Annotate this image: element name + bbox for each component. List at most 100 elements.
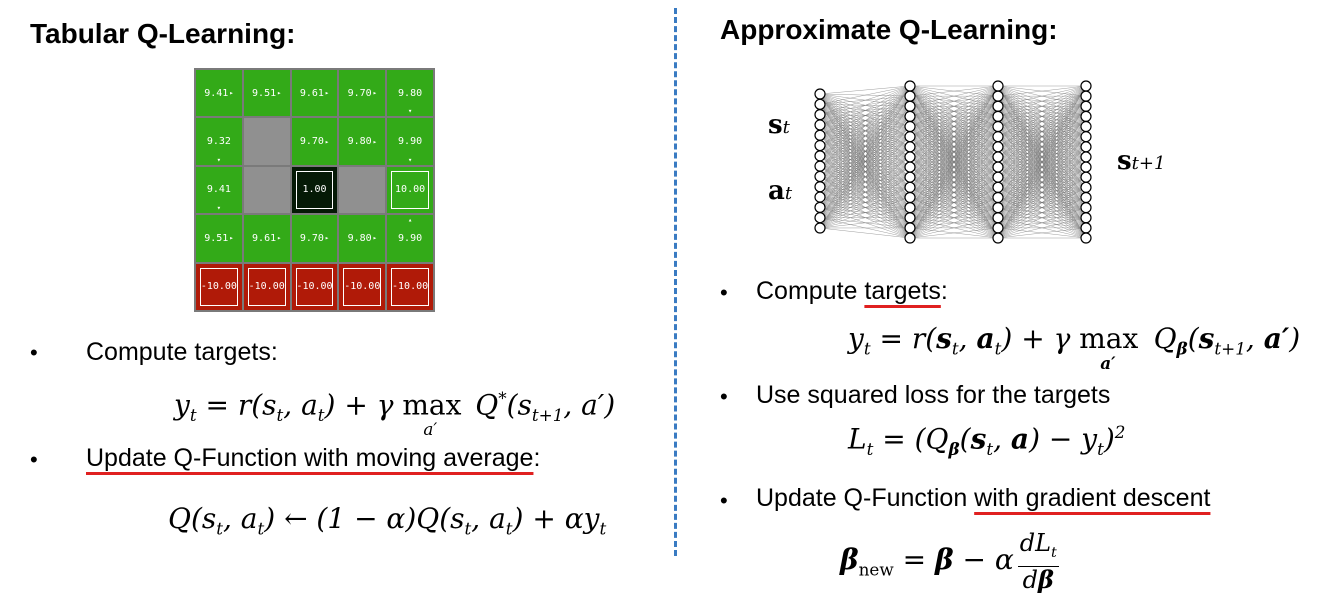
network-node: [992, 141, 1004, 153]
arrow-right-icon: ▸: [324, 89, 330, 98]
network-node: [904, 232, 916, 244]
network-edge: [819, 85, 911, 146]
neural-network-diagram: [814, 80, 1092, 244]
network-node: [1080, 181, 1092, 193]
network-node: [992, 171, 1004, 183]
network-node: [814, 119, 826, 131]
network-node: [814, 222, 826, 234]
network-edge: [909, 166, 999, 239]
arrow-down-icon: ▾: [216, 204, 221, 213]
colon-text: :: [940, 277, 948, 305]
network-edge: [909, 85, 999, 147]
network-edge: [909, 85, 999, 218]
network-node: [1080, 212, 1092, 224]
arrow-right-icon: ▸: [324, 234, 330, 243]
network-edge: [819, 85, 911, 136]
cell-value: -10.00: [296, 281, 333, 293]
network-node: [992, 90, 1004, 102]
network-node: [1080, 161, 1092, 173]
cell-value: 9.51: [204, 232, 229, 244]
cell-value: 9.80: [347, 232, 372, 244]
network-edge: [997, 85, 1087, 158]
network-edge: [997, 85, 1087, 168]
compute-targets-approx-text: Compute targets:: [756, 277, 948, 306]
network-edge: [997, 126, 1087, 239]
underlined-text: targets: [864, 277, 941, 305]
grid-wall-cell: [243, 118, 290, 165]
network-node: [992, 232, 1004, 244]
cell-value: 9.61: [299, 87, 324, 99]
plain-text: Update Q-Function: [756, 484, 975, 512]
network-edge: [909, 85, 999, 239]
network-node: [814, 212, 826, 224]
squared-loss-equation: Lt = (Qβ(st, a) − yt)2: [848, 422, 1126, 459]
network-node: [992, 202, 1004, 214]
network-node: [814, 98, 826, 110]
grid-terminal-cell: 1.00: [291, 166, 338, 214]
network-node: [904, 181, 916, 193]
network-node: [904, 202, 916, 214]
network-node: [992, 80, 1004, 92]
network-edge: [997, 85, 1087, 239]
network-edge: [819, 116, 911, 229]
network-edge: [909, 85, 999, 208]
network-edge: [909, 207, 999, 239]
arrow-down-icon: ▾: [407, 155, 413, 164]
network-node: [992, 131, 1004, 143]
network-node: [1080, 191, 1092, 204]
network-edge: [997, 85, 1087, 198]
network-node: [904, 141, 916, 153]
network-edge: [909, 187, 999, 239]
bullet-icon: •: [30, 340, 38, 365]
grid-cell: 9.51 ▸: [243, 70, 290, 117]
squared-loss-text: Use squared loss for the targets: [756, 381, 1111, 409]
colon-text: :: [533, 444, 541, 472]
arrow-right-icon: ▸: [372, 89, 377, 98]
network-node: [814, 109, 826, 121]
network-edge: [909, 85, 999, 188]
network-edge: [997, 85, 1087, 137]
arrow-right-icon: ▸: [229, 234, 234, 243]
network-node: [904, 222, 916, 234]
bullet-icon: •: [720, 384, 728, 409]
arrow-right-icon: ▸: [277, 89, 282, 98]
network-edge: [909, 96, 999, 239]
network-edge: [819, 106, 911, 229]
network-edge: [997, 85, 1087, 208]
network-edge: [997, 197, 1087, 239]
grid-penalty-cell: -10.00: [196, 263, 242, 310]
network-node: [814, 160, 826, 172]
network-edge: [997, 136, 1087, 239]
grid-cell: 9.90 ▾: [387, 118, 433, 165]
network-node: [904, 171, 916, 183]
network-edge: [997, 217, 1087, 239]
arrow-right-icon: ▸: [372, 234, 377, 243]
network-node: [904, 151, 916, 163]
network-node: [1080, 141, 1092, 153]
grid-cell: 9.32 ▾: [196, 118, 242, 165]
network-node: [904, 120, 916, 133]
network-edge: [819, 85, 911, 198]
network-edge: [819, 85, 911, 208]
grid-cell: 9.80 ▸: [339, 215, 386, 262]
network-edge: [819, 85, 911, 218]
network-edge: [819, 136, 911, 229]
network-node: [992, 161, 1004, 173]
network-node: [814, 139, 826, 152]
grid-cell: 9.61 ▸: [243, 215, 290, 262]
network-node: [992, 100, 1004, 112]
cell-value: 9.80: [398, 87, 423, 99]
network-node: [814, 181, 826, 193]
grid-cell: 9.90 ▴: [387, 215, 433, 262]
network-edge: [909, 227, 999, 239]
network-node: [1080, 222, 1092, 234]
cell-value: 9.41: [204, 87, 229, 99]
network-node: [814, 88, 826, 100]
network-edge: [819, 85, 911, 187]
grid-cell: 9.61 ▸: [291, 70, 338, 117]
network-node: [992, 151, 1004, 163]
network-edge: [819, 85, 911, 229]
cell-value: 1.00: [302, 184, 327, 196]
network-edge: [997, 85, 1087, 218]
grid-cell: 9.51 ▸: [196, 215, 242, 262]
